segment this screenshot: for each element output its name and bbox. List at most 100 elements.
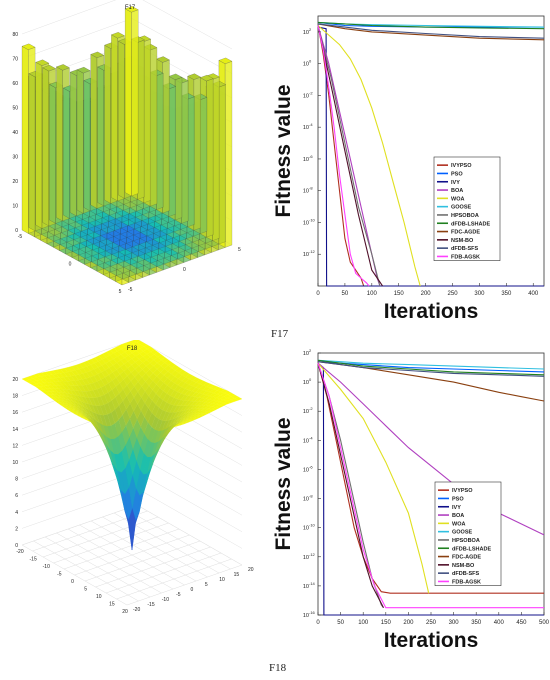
z-tick-label: 60 <box>12 81 18 87</box>
x-tick-label: -15 <box>30 557 37 563</box>
z-tick-label: 18 <box>12 394 18 400</box>
svg-text:-14: -14 <box>309 581 316 586</box>
x-tick-label: -10 <box>43 564 50 570</box>
legend-entry-boa: BOA <box>451 188 463 194</box>
legend-entry-fdb-agsk: FDB-AGSK <box>452 579 481 585</box>
legend-entry-nsm-bo: NSM-BO <box>451 238 474 244</box>
x-tick-label: 250 <box>448 291 459 297</box>
y-tick-label: 10-10 <box>303 523 316 532</box>
y-tick-label: 10-14 <box>303 581 316 590</box>
x-tick-label: -20 <box>16 549 23 555</box>
legend-entry-fdb-agsk: FDB-AGSK <box>451 254 480 260</box>
x-tick-label: 150 <box>381 620 392 626</box>
x-tick-label: 450 <box>516 620 527 626</box>
svg-text:-12: -12 <box>309 249 316 254</box>
plot-area <box>317 15 545 287</box>
series-line-dfdb-sfs <box>317 361 545 377</box>
surface-mesh <box>21 6 233 286</box>
svg-text:-4: -4 <box>309 435 313 440</box>
z-tick-label: 20 <box>12 179 18 185</box>
legend-entry-woa: WOA <box>451 196 464 202</box>
series-line-woa <box>317 362 430 594</box>
surface-title: F17 <box>125 5 136 11</box>
y-tick-label: 100 <box>303 59 312 68</box>
svg-text:10: 10 <box>303 613 309 619</box>
legend-entry-hpsoboa: HPSOBOA <box>451 213 479 219</box>
x-tick-label: -5 <box>18 234 23 240</box>
legend-entry-dfdb-lshade: dFDB-LSHADE <box>452 546 491 552</box>
legend-entry-goose: GOOSE <box>451 205 472 211</box>
y-tick-label: 10-12 <box>303 552 316 561</box>
legend-entry-ivy: IVY <box>452 505 461 511</box>
z-tick-label: 0 <box>15 228 18 234</box>
series-line-woa <box>317 25 421 287</box>
series-line-hpsoboa <box>317 25 381 287</box>
surface-title: F18 <box>127 346 138 352</box>
x-tick-label: 300 <box>449 620 460 626</box>
series-line-fdc-agde <box>317 23 545 41</box>
svg-text:10: 10 <box>303 380 309 386</box>
y-tick-label: 10-12 <box>303 249 316 258</box>
x-tick-label: 20 <box>122 609 128 615</box>
svg-text:10: 10 <box>303 62 309 68</box>
legend-entry-fdc-agde: FDC-AGDE <box>451 230 480 236</box>
series-line-dfdb-lshade <box>317 359 545 376</box>
surface-mesh <box>21 338 243 551</box>
x-tick-label: 5 <box>84 587 87 593</box>
f18-caption: F18 <box>269 662 287 674</box>
f18-convergence-panel: 0 50 100 150 200 250 300 350 400 450 500 10 2 10 0 10 -2… <box>270 345 550 663</box>
z-tick-label: 40 <box>12 130 18 136</box>
x-tick-label: 350 <box>471 620 482 626</box>
legend-entry-dfdb-sfs: dFDB-SFS <box>452 571 480 577</box>
y-tick-label: 10-8 <box>303 186 313 195</box>
svg-text:2: 2 <box>309 27 312 32</box>
x-tick-label: 400 <box>494 620 505 626</box>
svg-text:-12: -12 <box>309 552 316 557</box>
f18-convergence-chart: 0 50 100 150 200 250 300 350 400 450 50010210010-2… <box>272 348 550 652</box>
z-tick-label: 12 <box>12 443 18 449</box>
svg-text:-2: -2 <box>309 406 313 411</box>
x-tick-label: 350 <box>501 291 512 297</box>
y-tick-label: 10 <box>219 577 225 583</box>
x-tick-label: 0 <box>316 620 320 626</box>
svg-text:2: 2 <box>309 348 312 353</box>
svg-text:10: 10 <box>303 351 309 357</box>
x-tick-label: 250 <box>426 620 437 626</box>
svg-text:-6: -6 <box>309 154 313 159</box>
x-tick-label: 10 <box>96 594 102 600</box>
y-tick-label: 10-6 <box>303 154 313 163</box>
legend-entry-dfdb-lshade: dFDB-LSHADE <box>451 221 490 227</box>
svg-text:10: 10 <box>303 438 309 444</box>
svg-text:10: 10 <box>303 125 309 131</box>
svg-text:-6: -6 <box>309 464 313 469</box>
legend: IVYPSO PSO IVY BOA WOA GOOSE HPSOBOA dFDB-LSHAD… <box>433 156 501 261</box>
series-line-nsm-bo <box>317 25 384 287</box>
svg-text:10: 10 <box>303 555 309 561</box>
series-line-goose <box>317 359 545 370</box>
y-tick-label: 10-4 <box>303 435 313 444</box>
z-tick-label: 50 <box>12 106 18 112</box>
legend-entry-ivypso: IVYPSO <box>451 163 472 169</box>
svg-text:-8: -8 <box>309 494 313 499</box>
series-line-boa <box>317 25 381 287</box>
x-tick-label: 200 <box>403 620 414 626</box>
legend-entry-boa: BOA <box>452 513 464 519</box>
x-tick-label: 500 <box>539 620 550 626</box>
y-tick-label: 15 <box>234 572 240 578</box>
x-tick-label: -5 <box>57 572 62 578</box>
f17-convergence-chart: 0 50 100 150 200 250 300 350 40010210010-210-410… <box>272 15 545 323</box>
series-line-dfdb-sfs <box>317 23 545 39</box>
y-tick-label: 10-10 <box>303 217 316 226</box>
svg-text:0: 0 <box>309 59 312 64</box>
legend-entry-hpsoboa: HPSOBOA <box>452 538 480 544</box>
series-line-dfdb-lshade <box>317 21 545 30</box>
svg-text:10: 10 <box>303 189 309 195</box>
legend-entry-dfdb-sfs: dFDB-SFS <box>451 246 479 252</box>
legend-entry-nsm-bo: NSM-BO <box>452 563 475 569</box>
svg-text:10: 10 <box>303 30 309 36</box>
y-tick-label: 10-6 <box>303 464 313 473</box>
y-axis-label: Fitness value <box>272 417 295 550</box>
series-line-nsm-bo <box>317 363 384 608</box>
z-tick-label: 4 <box>15 510 18 516</box>
